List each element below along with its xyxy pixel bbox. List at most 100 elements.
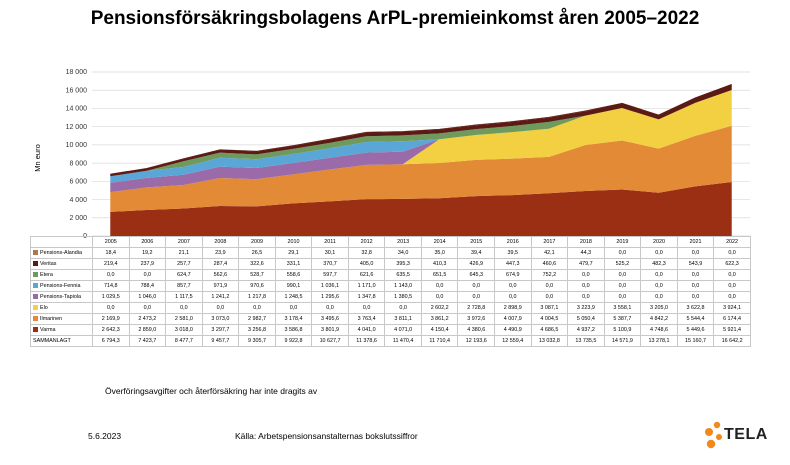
data-label: 460,6 <box>530 258 569 270</box>
legend-entry: Elo <box>30 302 93 314</box>
x-tick-label: 2005 <box>92 236 130 248</box>
data-label: 287,4 <box>201 258 240 270</box>
data-label: 0,0 <box>640 247 678 259</box>
data-label: 18,4 <box>92 247 130 259</box>
data-label: 5 050,4 <box>567 313 605 325</box>
data-label: 4 071,0 <box>384 324 422 336</box>
data-label: 4 748,6 <box>640 324 678 336</box>
total-label: 11 378,6 <box>347 335 386 347</box>
total-label: 13 278,1 <box>640 335 678 347</box>
total-label: 14 571,9 <box>603 335 642 347</box>
data-label: 3 223,9 <box>567 302 605 314</box>
data-label: 0,0 <box>274 302 313 314</box>
data-label: 4 842,2 <box>640 313 678 325</box>
x-tick-label: 2019 <box>603 236 642 248</box>
data-label: 622,3 <box>713 258 751 270</box>
data-label: 331,1 <box>274 258 313 270</box>
data-label: 3 801,9 <box>311 324 349 336</box>
data-label: 426,9 <box>457 258 496 270</box>
tela-logo-text: TELA <box>724 426 768 443</box>
data-label: 5 449,6 <box>676 324 715 336</box>
data-label: 0,0 <box>494 291 532 303</box>
data-label: 0,0 <box>92 302 130 314</box>
y-tick-label: 14 000 <box>66 106 88 113</box>
legend-label: Elo <box>40 305 48 311</box>
data-label: 3 811,1 <box>384 313 422 325</box>
data-label: 1 036,1 <box>311 280 349 292</box>
data-label: 2 602,2 <box>420 302 459 314</box>
data-label: 635,5 <box>384 269 422 281</box>
data-label: 0,0 <box>603 269 642 281</box>
area-series-elo <box>110 90 732 193</box>
data-label: 405,0 <box>347 258 386 270</box>
data-label: 3 495,6 <box>311 313 349 325</box>
y-axis-label: Mn euro <box>33 144 42 172</box>
y-tick-label: 16 000 <box>66 87 88 94</box>
data-label: 1 295,6 <box>311 291 349 303</box>
area-series-etera <box>110 90 732 177</box>
data-label: 1 029,5 <box>92 291 130 303</box>
data-label: 39,4 <box>457 247 496 259</box>
legend-swatch <box>33 327 38 333</box>
data-label: 1 241,2 <box>201 291 240 303</box>
legend-entry: Varma <box>30 324 93 336</box>
data-label: 2 982,7 <box>238 313 276 325</box>
total-label: 10 627,7 <box>311 335 349 347</box>
data-label: 29,1 <box>274 247 313 259</box>
total-label: 8 477,7 <box>165 335 203 347</box>
data-table: 2005 2006 2007 2008 2009 2010 2011 2012 2013 2014… <box>30 236 751 347</box>
data-label: 3 861,2 <box>420 313 459 325</box>
x-tick-label: 2006 <box>128 236 167 248</box>
data-label: 0,0 <box>603 291 642 303</box>
data-label: 0,0 <box>676 291 715 303</box>
data-label: 3 558,1 <box>603 302 642 314</box>
data-label: 0,0 <box>713 280 751 292</box>
data-label: 4 686,5 <box>530 324 569 336</box>
data-label: 2 859,0 <box>128 324 167 336</box>
data-label: 624,7 <box>165 269 203 281</box>
data-label: 482,3 <box>640 258 678 270</box>
data-label: 0,0 <box>238 302 276 314</box>
total-label: 9 457,7 <box>201 335 240 347</box>
data-label: 5 387,7 <box>603 313 642 325</box>
legend-swatch <box>33 305 38 311</box>
legend-swatch <box>33 316 38 322</box>
x-tick-label: 2017 <box>530 236 569 248</box>
table-header-row: 2005 2006 2007 2008 2009 2010 2011 2012 2013 2014… <box>30 236 751 248</box>
data-label: 5 100,9 <box>603 324 642 336</box>
data-label: 219,4 <box>92 258 130 270</box>
data-label: 4 150,4 <box>420 324 459 336</box>
data-label: 4 004,5 <box>530 313 569 325</box>
total-row-label: SAMMANLAGT <box>30 335 93 347</box>
total-label: 13 032,8 <box>530 335 569 347</box>
x-tick-label: 2021 <box>676 236 715 248</box>
data-label: 479,7 <box>567 258 605 270</box>
y-tick-label: 8 000 <box>69 160 87 167</box>
data-label: 0,0 <box>713 269 751 281</box>
legend-swatch <box>33 250 38 256</box>
legend-entry: Ilmarinen <box>30 313 93 325</box>
legend-swatch <box>33 272 38 278</box>
data-label: 2 169,9 <box>92 313 130 325</box>
data-label: 0,0 <box>713 247 751 259</box>
data-label: 2 473,2 <box>128 313 167 325</box>
data-label: 42,1 <box>530 247 569 259</box>
legend-label: Ilmarinen <box>40 316 63 322</box>
data-label: 2 898,9 <box>494 302 532 314</box>
data-label: 0,0 <box>640 280 678 292</box>
table-total-row: SAMMANLAGT 6 794,3 7 423,7 8 477,7 9 457,7 9 … <box>30 335 751 347</box>
area-series-varma <box>110 182 732 236</box>
table-row: Varma 2 642,3 2 859,0 3 018,0 3 297,7 3 256,8… <box>30 324 751 336</box>
data-label: 1 046,0 <box>128 291 167 303</box>
data-label: 32,8 <box>347 247 386 259</box>
x-tick-label: 2013 <box>384 236 422 248</box>
area-series-pensions-fennia <box>110 90 732 183</box>
table-row: Veritas 219,4 237,9 257,7 287,4 322,6 331,1 370… <box>30 258 751 270</box>
total-label: 16 642,2 <box>713 335 751 347</box>
data-label: 35,0 <box>420 247 459 259</box>
legend-label: Pensions-Alandia <box>40 250 82 256</box>
data-label: 0,0 <box>640 291 678 303</box>
data-label: 3 256,8 <box>238 324 276 336</box>
tela-logo-mark <box>705 421 722 449</box>
data-label: 0,0 <box>676 269 715 281</box>
